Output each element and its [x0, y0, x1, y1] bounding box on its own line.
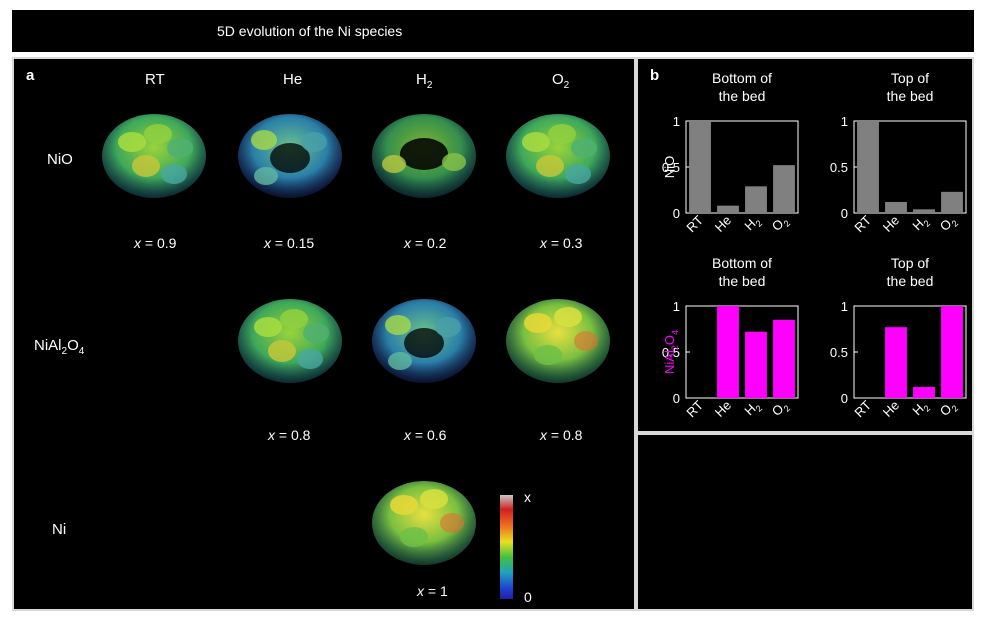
chart4-ytick-label: 0	[841, 391, 848, 406]
xval-nial2o4-h2: x = 0.6	[404, 427, 447, 443]
chart2-bar	[941, 191, 963, 213]
chart2-ytick-label: 0.5	[830, 160, 848, 175]
chart2-bar	[913, 209, 935, 213]
xval-nial2o4-o2: x = 0.8	[540, 427, 583, 443]
chart1-ylabel: NiO	[662, 156, 677, 178]
column-header-rt: RT	[145, 71, 165, 88]
volume-nio-he	[238, 114, 342, 198]
chart2-bar	[885, 201, 907, 213]
chart3-ytick-label: 1	[673, 299, 680, 314]
chart2-category-label: H2	[909, 213, 932, 236]
chart4-category-label: He	[880, 398, 902, 420]
chart1-ytick-label: 1	[673, 114, 680, 129]
xval-nial2o4-he: x = 0.8	[268, 427, 311, 443]
xval-ni: x = 1	[417, 583, 448, 599]
chart4-bar	[913, 386, 935, 398]
panel-b: b Bottom of the bed 0 0.5 1 RT He H2 O2 NiO Top of…	[636, 57, 974, 433]
colorbar-min-label: 0	[524, 589, 532, 605]
xval-nio-o2: x = 0.3	[540, 235, 583, 251]
chart3-bar	[773, 319, 795, 398]
chart4-ytick-label: 1	[841, 299, 848, 314]
column-header-he: He	[283, 71, 303, 88]
row-label-ni: Ni	[52, 521, 67, 538]
chart4-title-line: the bed	[887, 273, 934, 289]
chart3-bar	[717, 306, 739, 398]
chart1-category-label: RT	[683, 212, 706, 235]
xval-nio-rt: x = 0.9	[134, 235, 177, 251]
chart1-bar	[717, 205, 739, 213]
chart2-category-label: O2	[937, 213, 960, 236]
volume-nio-rt	[102, 114, 206, 198]
volume-nio-h2	[372, 114, 476, 198]
chart1-title-line: the bed	[719, 88, 766, 104]
figure-title: 5D evolution of the Ni species	[217, 23, 403, 39]
chart4-bar	[885, 327, 907, 398]
chart1-ytick-label: 0.5	[662, 160, 680, 175]
column-header-h2: H2	[416, 71, 433, 91]
chart4-category-label: H2	[909, 398, 932, 421]
chart2-category-label: RT	[851, 212, 874, 235]
column-header-o2: O2	[552, 71, 570, 91]
chart2-category-label: He	[880, 213, 902, 235]
chart1-category-label: H2	[741, 213, 764, 236]
title-bar: 5D evolution of the Ni species	[12, 10, 974, 52]
volume-nio-o2	[506, 114, 610, 198]
chart3-category-label: RT	[683, 397, 706, 420]
chart1-category-label: O2	[769, 213, 792, 236]
chart1-ytick-label: 0	[673, 206, 680, 221]
chart1-bar	[689, 121, 711, 213]
chart4-category-label: RT	[851, 397, 874, 420]
row-label-nio: NiO	[47, 151, 73, 168]
chart4-category-label: O2	[937, 398, 960, 421]
chart2-title-line: the bed	[887, 88, 934, 104]
row-label-nial2o4: NiAl2O4	[34, 337, 85, 357]
panel-a: a RT He H2 O2 NiO NiAl2O4 Ni x = 0.9 x =…	[12, 57, 636, 611]
chart4-ytick-label: 0.5	[830, 345, 848, 360]
chart4-bar	[941, 306, 963, 398]
empty-panel	[636, 433, 974, 611]
chart1-bar	[745, 186, 767, 213]
volume-nial2o4-he	[238, 299, 342, 383]
chart1-bar	[773, 165, 795, 213]
chart3-title-line: Bottom of	[712, 255, 772, 271]
chart1-category-label: He	[712, 213, 734, 235]
chart3-bar	[745, 331, 767, 398]
chart2-bar	[857, 121, 879, 213]
panel-a-letter: a	[26, 67, 35, 84]
chart2-title-line: Top of	[891, 70, 929, 86]
volume-nial2o4-h2	[372, 299, 476, 383]
chart3-ylabel: NiAl2O4	[662, 330, 680, 374]
panel-b-letter: b	[650, 67, 660, 84]
xval-nio-h2: x = 0.2	[404, 235, 447, 251]
chart3-category-label: O2	[769, 398, 792, 421]
chart4-title-line: Top of	[891, 255, 929, 271]
chart1-title-line: Bottom of	[712, 70, 772, 86]
chart3-ytick-label: 0	[673, 391, 680, 406]
chart3-category-label: H2	[741, 398, 764, 421]
xval-nio-he: x = 0.15	[264, 235, 315, 251]
chart2-ytick-label: 1	[841, 114, 848, 129]
chart3-title-line: the bed	[719, 273, 766, 289]
colorbar-max-label: x	[524, 489, 531, 505]
volume-ni-h2	[372, 481, 476, 565]
chart3-ytick-label: 0.5	[662, 345, 680, 360]
colorbar	[500, 495, 513, 599]
volume-nial2o4-o2	[506, 299, 610, 383]
chart2-ytick-label: 0	[841, 206, 848, 221]
chart3-category-label: He	[712, 398, 734, 420]
